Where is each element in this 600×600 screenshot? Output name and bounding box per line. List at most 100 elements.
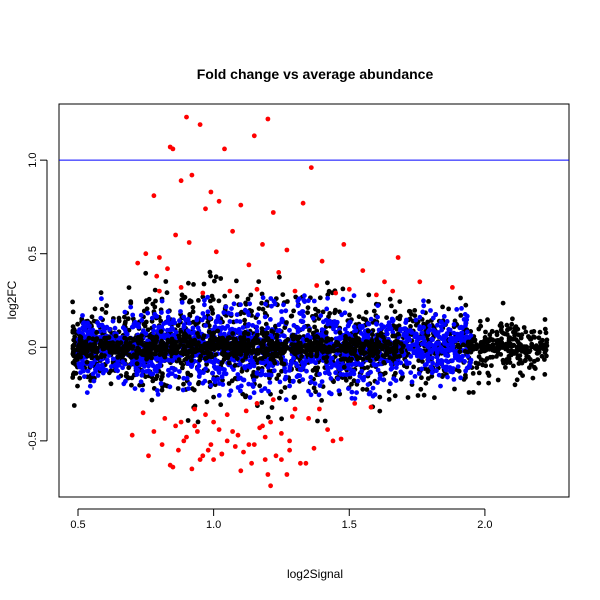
data-point bbox=[98, 290, 104, 296]
data-point bbox=[177, 369, 182, 374]
data-point bbox=[89, 314, 95, 320]
data-point bbox=[216, 427, 222, 432]
data-point bbox=[463, 302, 469, 308]
data-point bbox=[343, 337, 348, 343]
data-point bbox=[154, 273, 160, 279]
data-point bbox=[258, 360, 264, 365]
data-point bbox=[140, 410, 146, 416]
data-point bbox=[322, 418, 328, 424]
data-point bbox=[317, 295, 323, 301]
data-point bbox=[421, 321, 426, 327]
data-point bbox=[93, 369, 98, 374]
data-point bbox=[324, 306, 330, 312]
data-point bbox=[70, 346, 76, 351]
data-point bbox=[446, 327, 452, 332]
data-point bbox=[395, 331, 401, 337]
data-point bbox=[310, 315, 316, 321]
data-point bbox=[209, 340, 215, 345]
data-point bbox=[386, 397, 392, 402]
data-point bbox=[254, 350, 260, 356]
data-point bbox=[216, 393, 222, 398]
data-point bbox=[365, 365, 370, 370]
data-point bbox=[407, 346, 412, 352]
data-point bbox=[184, 375, 190, 381]
data-point bbox=[527, 365, 532, 370]
data-point bbox=[445, 353, 451, 359]
data-point bbox=[185, 328, 191, 334]
data-point bbox=[204, 399, 210, 405]
data-point bbox=[284, 247, 290, 253]
data-point bbox=[303, 349, 308, 355]
data-point bbox=[353, 328, 359, 333]
data-point bbox=[71, 342, 77, 348]
data-point bbox=[373, 321, 379, 327]
data-point bbox=[428, 308, 433, 313]
data-point bbox=[262, 386, 268, 391]
data-point bbox=[129, 432, 135, 438]
data-point bbox=[304, 368, 309, 374]
data-point bbox=[288, 313, 294, 319]
data-point bbox=[441, 333, 447, 339]
data-point bbox=[152, 287, 158, 293]
data-point bbox=[541, 345, 547, 350]
data-point bbox=[398, 369, 404, 375]
data-point bbox=[135, 260, 141, 266]
data-point bbox=[151, 323, 157, 329]
data-point bbox=[521, 344, 527, 350]
data-point bbox=[190, 309, 196, 315]
data-point bbox=[123, 373, 129, 379]
data-point bbox=[287, 383, 292, 389]
x-tick-label: 2.0 bbox=[477, 519, 492, 531]
data-point bbox=[229, 306, 234, 311]
data-point bbox=[239, 338, 245, 344]
data-point bbox=[151, 193, 157, 199]
data-point bbox=[374, 356, 379, 362]
data-point bbox=[192, 423, 198, 429]
data-point bbox=[409, 379, 415, 385]
data-point bbox=[184, 114, 189, 120]
data-point bbox=[300, 200, 306, 206]
data-point bbox=[271, 368, 277, 374]
data-point bbox=[468, 357, 474, 363]
data-point bbox=[416, 371, 422, 376]
data-point bbox=[163, 279, 169, 284]
data-point bbox=[462, 312, 468, 317]
data-point bbox=[312, 324, 317, 330]
data-point bbox=[235, 385, 241, 390]
data-point bbox=[306, 416, 311, 421]
data-point bbox=[544, 353, 549, 359]
data-point bbox=[382, 338, 387, 344]
data-point bbox=[205, 294, 211, 300]
data-point bbox=[303, 460, 309, 466]
data-point bbox=[170, 358, 176, 363]
data-point bbox=[102, 353, 107, 358]
data-point bbox=[397, 316, 402, 322]
data-point bbox=[418, 386, 424, 392]
data-point bbox=[95, 364, 100, 370]
data-point bbox=[418, 354, 424, 360]
data-point bbox=[190, 305, 196, 310]
data-point bbox=[537, 329, 543, 335]
data-point bbox=[195, 419, 201, 425]
data-point bbox=[373, 343, 379, 348]
data-point bbox=[262, 331, 268, 336]
data-point bbox=[266, 347, 271, 353]
data-point bbox=[421, 325, 426, 330]
data-point bbox=[476, 370, 482, 376]
data-point bbox=[85, 353, 90, 359]
data-point bbox=[419, 341, 425, 347]
data-point bbox=[506, 353, 512, 359]
data-point bbox=[187, 299, 192, 305]
data-point bbox=[454, 307, 460, 312]
data-point bbox=[277, 379, 283, 385]
data-point bbox=[366, 391, 372, 397]
data-point bbox=[80, 350, 85, 356]
data-point bbox=[308, 392, 314, 398]
data-point bbox=[172, 354, 178, 360]
data-point bbox=[90, 327, 96, 333]
data-point bbox=[192, 406, 198, 412]
data-point bbox=[181, 438, 187, 444]
data-point bbox=[415, 393, 421, 398]
data-point bbox=[180, 387, 186, 393]
data-point bbox=[91, 342, 97, 348]
